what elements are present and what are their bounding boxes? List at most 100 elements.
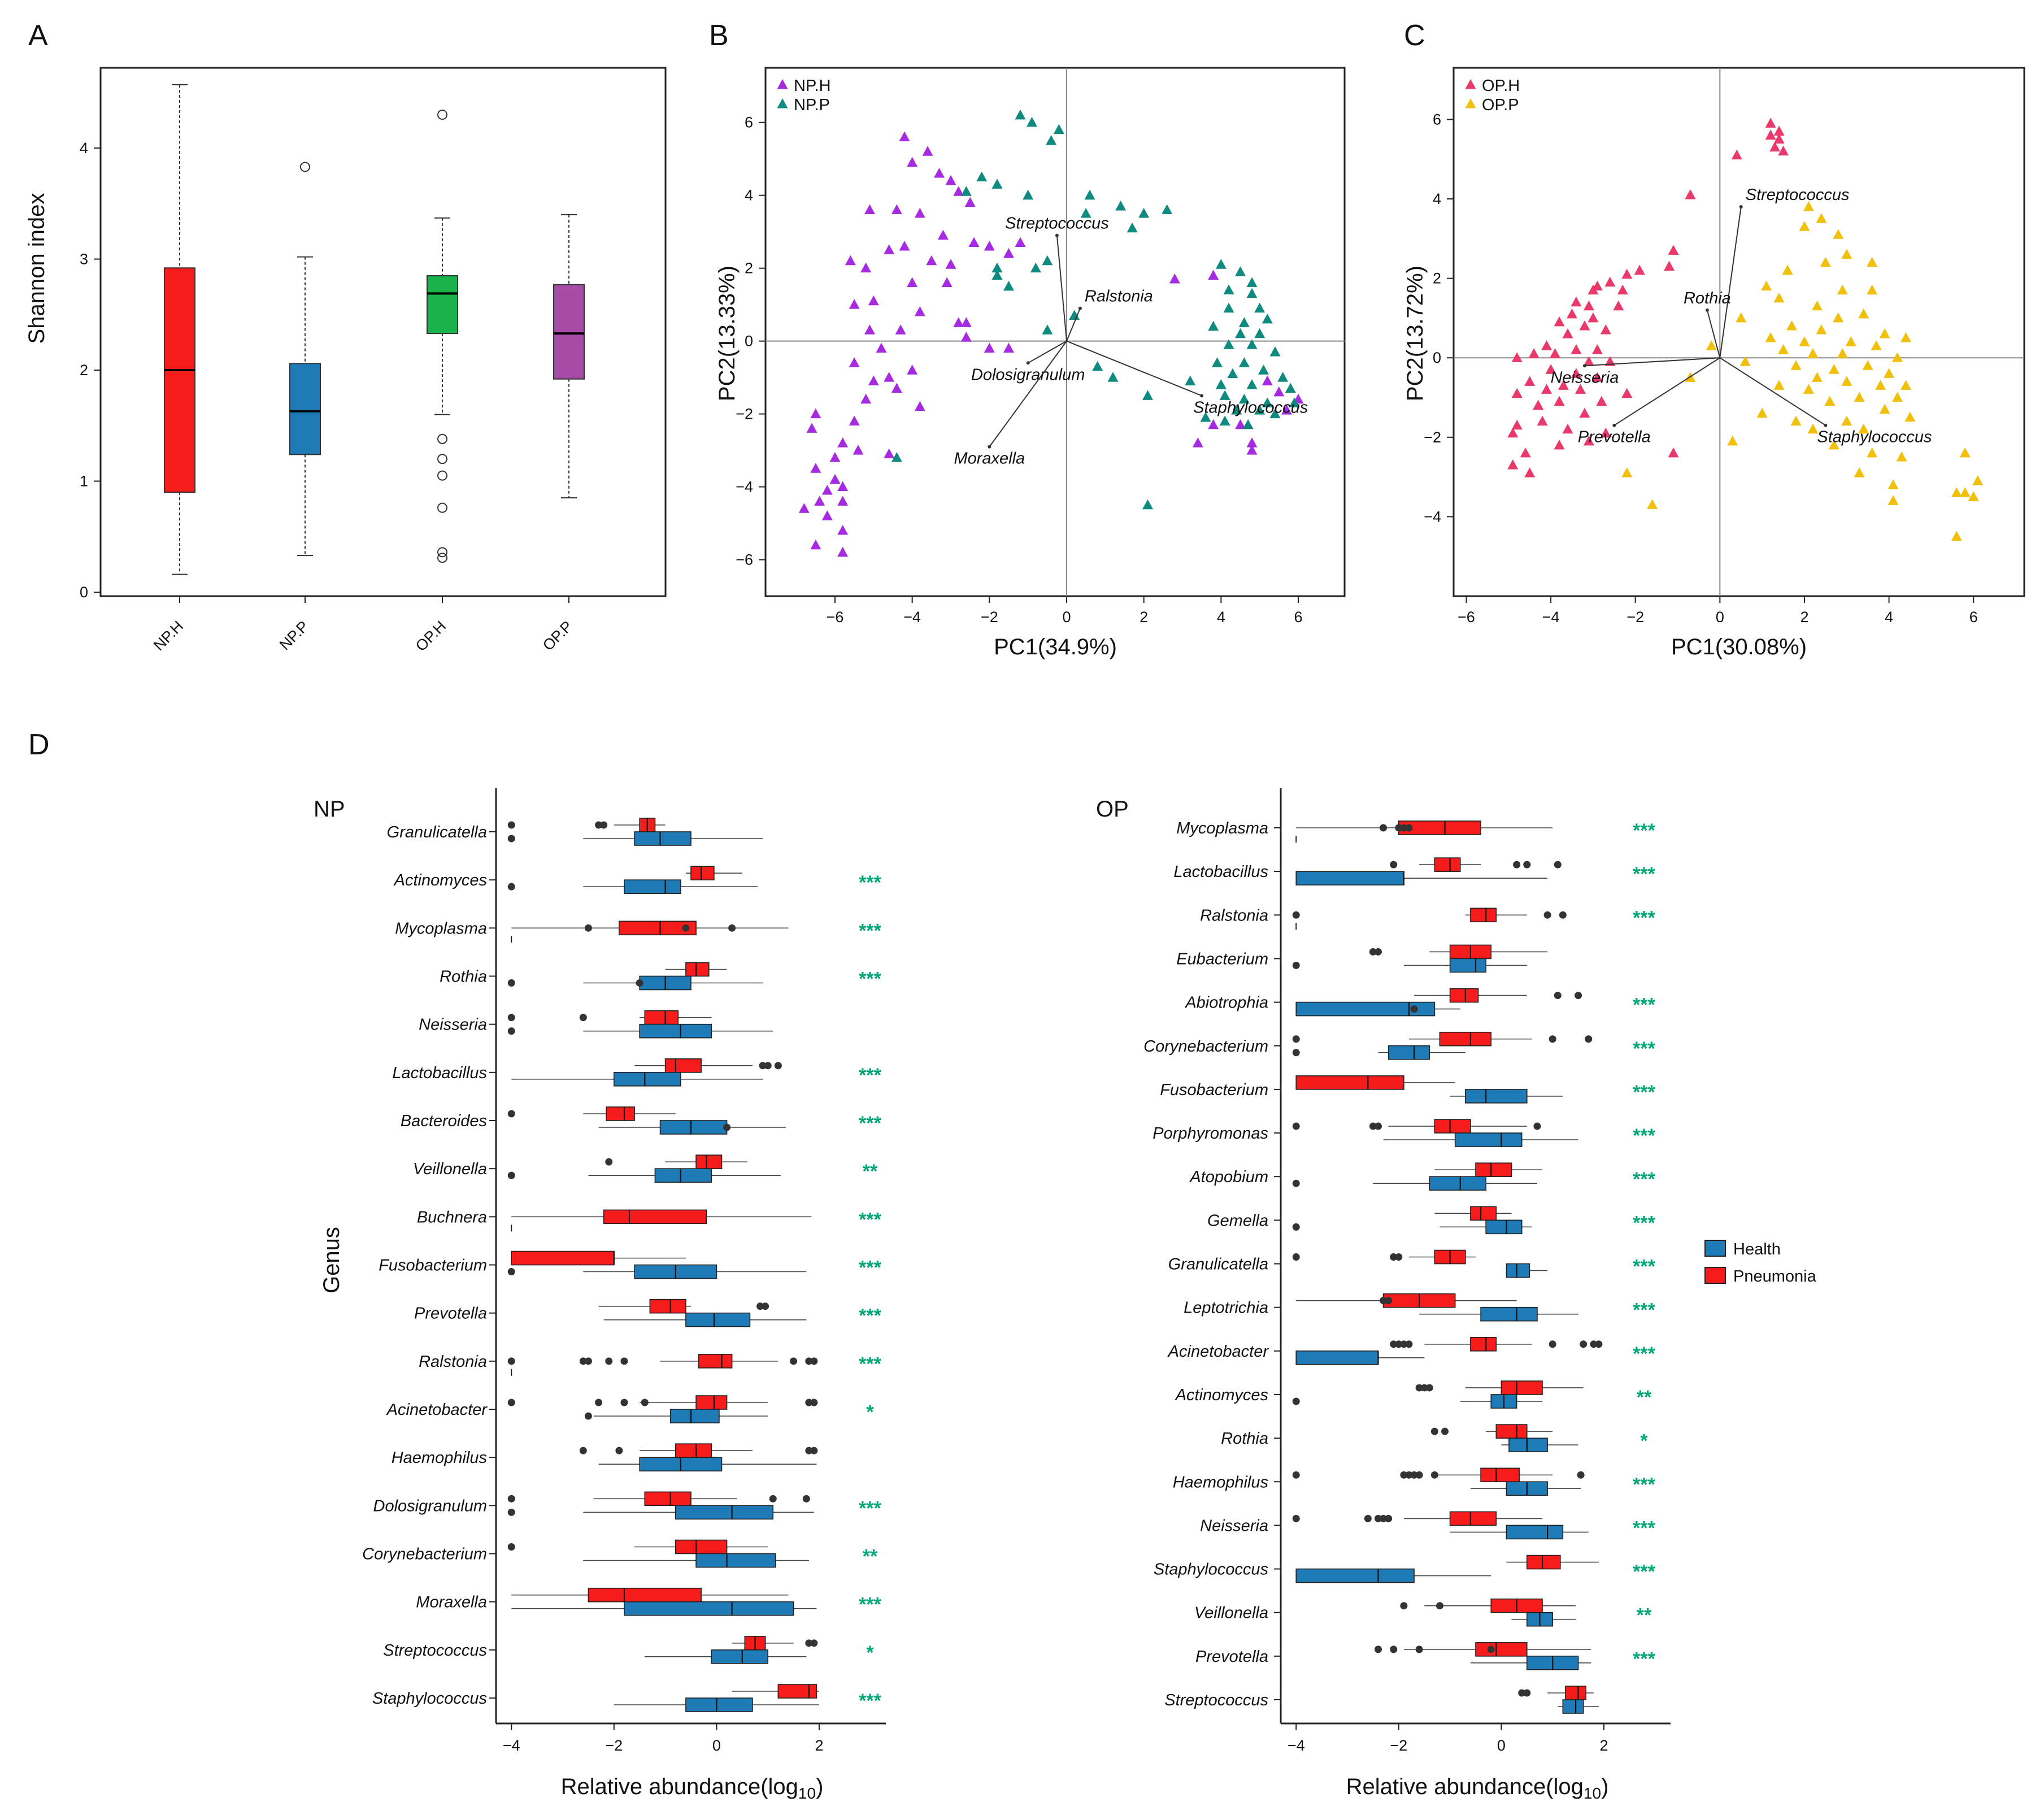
panel-d-op-outlier-pneumonia [1400, 1340, 1408, 1348]
panel-b-point-np-h [907, 277, 918, 287]
panel-d-op-outlier-pneumonia [1585, 1035, 1593, 1043]
panel-d-op-genus-veillonella: Veillonella [1194, 1604, 1268, 1622]
panel-b-xtick-label: −6 [827, 609, 844, 626]
panel-c-op-pca: PC1(30.08%) PC2(13.72%) −6 −4 −2 0 2 4 6 −4 −2 0 2… [1403, 67, 2025, 659]
panel-d-op-sig-veillonella: ** [1637, 1605, 1652, 1626]
panel-b-point-np-h [1208, 419, 1219, 429]
panel-d-op-outlier-pneumonia [1369, 948, 1377, 956]
panel-c-xtick-label: 4 [1885, 609, 1893, 626]
panel-d-np-outlier-pneumonia [805, 1639, 813, 1647]
panel-b-np-pca: PC1(34.9%) PC2(13.33%) −6 −4 −2 0 2 4 6 −6 −4 −2 0… [715, 67, 1346, 659]
panel-letter-c: C [1404, 19, 1425, 52]
panel-c-point-op-h [1583, 356, 1594, 366]
panel-d-op-genus-abiotrophia: Abiotrophia [1184, 994, 1268, 1012]
panel-b-point-np-h [837, 546, 849, 557]
panel-d-np-box-health [634, 831, 692, 846]
panel-c-legend-label-op-p: OP.P [1482, 96, 1519, 114]
panel-c-point-op-p [1879, 328, 1890, 338]
panel-d-op-title: OP [1096, 797, 1129, 822]
panel-c-loading-arrow-staphylococcus [1719, 357, 1826, 426]
panel-c-point-op-p [1837, 284, 1848, 295]
panel-d-op-outlier-health [1292, 1049, 1300, 1057]
panel-c-point-op-h [1507, 427, 1519, 438]
panel-b-point-np-p [1215, 259, 1227, 269]
panel-c-loading-tip [1705, 308, 1709, 312]
panel-d-np-outlier-pneumonia [802, 1495, 810, 1503]
panel-d-op-outlier-pneumonia [1523, 1689, 1531, 1697]
panel-a-xtick-label: OP.P [540, 618, 576, 654]
panel-d-op-sig-atopobium: *** [1633, 1169, 1655, 1190]
panel-c-point-op-h [1579, 320, 1590, 331]
panel-d-op-box-health [1429, 1176, 1486, 1191]
panel-d-np-outlier-pneumonia [620, 1357, 628, 1365]
panel-c-point-op-p [1972, 475, 1984, 485]
panel-c-ytick-label: −4 [1424, 508, 1441, 525]
panel-d-op-box-pneumonia [1295, 1075, 1404, 1090]
panel-c-point-op-p [1888, 479, 1899, 489]
panel-d-np-genus-actinomyces: Actinomyces [393, 871, 487, 889]
panel-c-point-op-h [1541, 340, 1552, 350]
panel-d-op-outlier-pneumonia [1400, 824, 1408, 832]
panel-d-np-genus-dolosigranulum: Dolosigranulum [373, 1497, 488, 1515]
panel-c-point-op-h [1769, 141, 1781, 152]
panel-d-np-outlier-pneumonia [507, 1357, 515, 1365]
panel-b-frame [764, 67, 1346, 597]
panel-d-op-box-pneumonia [1470, 1206, 1497, 1221]
panel-c-point-op-p [1951, 487, 1962, 497]
panel-d-op-outlier-pneumonia [1554, 992, 1562, 1000]
panel-c-loading-arrow-rothia [1706, 310, 1721, 358]
panel-d-op-sig-rothia: * [1640, 1430, 1648, 1452]
panel-d-np-outlier-health [507, 1508, 515, 1516]
panel-c-ytick-label: 0 [1433, 349, 1441, 366]
panel-d-np-abundance: NP Genus Relative abundance(log10) −4 −2 0… [314, 788, 886, 1802]
panel-a-outlier [437, 547, 447, 558]
panel-c-point-op-p [1858, 308, 1869, 319]
panel-d-op-sig-ralstonia: *** [1633, 907, 1655, 928]
panel-b-point-np-p [1046, 134, 1057, 145]
panel-d-op-outlier-pneumonia [1369, 1122, 1377, 1130]
panel-d-np-box-pneumonia [649, 1299, 686, 1314]
panel-d-op-xlabel-main: Relative abundance(log [1346, 1774, 1584, 1799]
panel-d-op-outlier-pneumonia [1292, 1122, 1300, 1130]
panel-d-op-outlier-pneumonia [1292, 1035, 1300, 1043]
panel-d-np-genus-veillonella: Veillonella [413, 1160, 487, 1178]
panel-d-op-outlier-pneumonia [1390, 861, 1398, 869]
panel-c-point-op-h [1571, 296, 1582, 307]
panel-c-point-op-p [1773, 380, 1785, 390]
panel-b-point-np-p [1235, 328, 1246, 338]
panel-c-point-op-h [1511, 352, 1523, 362]
panel-d-np-genus-staphylococcus: Staphylococcus [372, 1690, 487, 1708]
panel-d-op-outlier-pneumonia [1390, 1340, 1398, 1348]
panel-c-point-op-p [1765, 332, 1776, 342]
panel-c-point-op-h [1588, 284, 1599, 295]
panel-d-op-outlier-pneumonia [1385, 1297, 1393, 1305]
panel-c-point-op-h [1685, 189, 1696, 199]
panel-b-point-np-h [914, 207, 925, 218]
panel-b-point-np-h [1015, 237, 1026, 248]
panel-b-point-np-p [1212, 357, 1223, 367]
panel-d-np-outlier-pneumonia [595, 821, 603, 829]
panel-d-np-outlier-pneumonia [605, 1357, 613, 1365]
panel-b-point-np-h [899, 131, 910, 142]
panel-d-np-box-pneumonia [606, 1106, 635, 1121]
panel-d-op-sig-prevotella: *** [1633, 1648, 1655, 1670]
panel-b-point-np-p [1208, 320, 1219, 331]
panel-b-point-np-p [1231, 405, 1242, 415]
panel-a-ytick-label: 4 [80, 140, 88, 157]
panel-d-op-genus-haemophilus: Haemophilus [1173, 1473, 1268, 1491]
panel-b-legend-marker-np-p [777, 98, 788, 108]
panel-b-point-np-h [1246, 437, 1258, 448]
panel-c-point-op-h [1558, 380, 1569, 390]
panel-d-op-box-health [1508, 1438, 1548, 1452]
panel-d-op-outlier-pneumonia [1405, 824, 1413, 832]
panel-b-loading-arrow-moraxella [989, 341, 1067, 448]
panel-d-op-outlier-pneumonia [1292, 1514, 1300, 1522]
panel-c-point-op-p [1867, 447, 1878, 458]
panel-d-np-outlier-pneumonia [810, 1639, 818, 1647]
panel-a-xtick-label: OP.H [412, 618, 449, 654]
panel-d-np-genus-buchnera: Buchnera [417, 1208, 487, 1226]
panel-b-point-np-h [934, 168, 945, 178]
panel-c-xtick-label: −6 [1458, 609, 1475, 626]
panel-d-op-xlabel: Relative abundance(log10) [1346, 1774, 1609, 1802]
